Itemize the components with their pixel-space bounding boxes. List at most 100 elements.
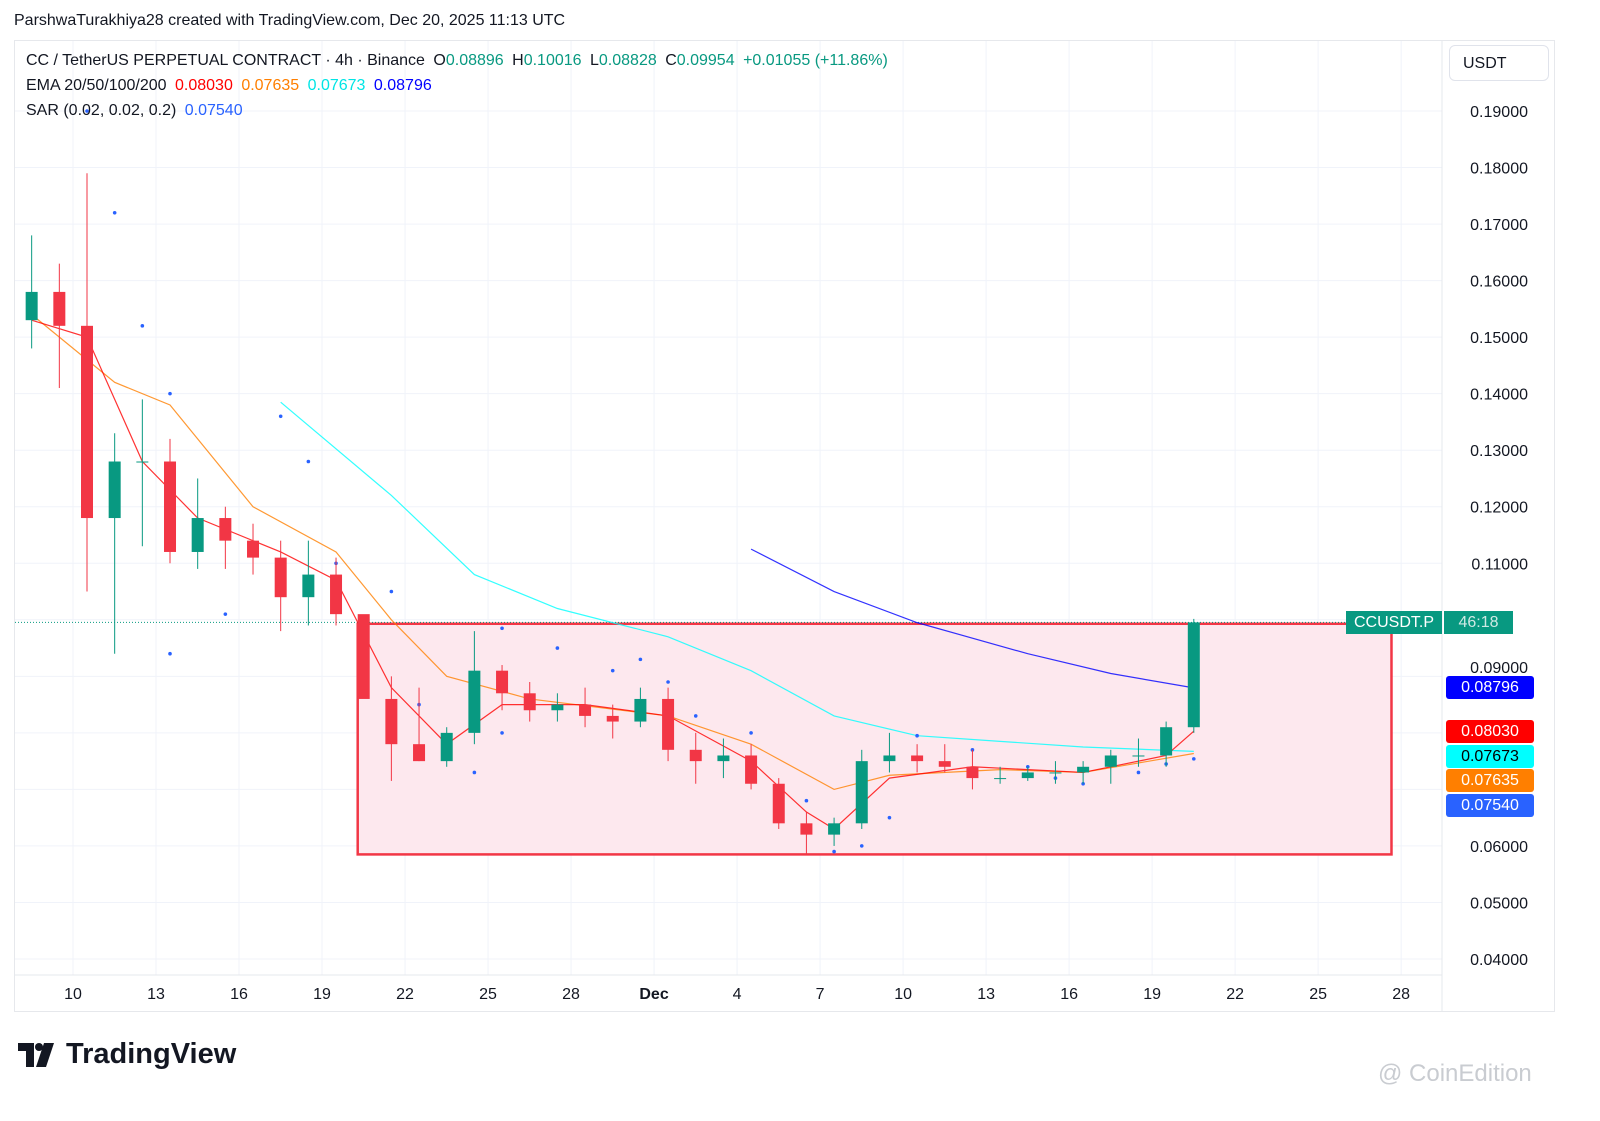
x-tick-label: 28 (562, 986, 580, 1003)
sar-dot (610, 668, 615, 673)
ema20-price-tag: 0.08030 (1446, 720, 1534, 743)
candle-body (662, 698, 675, 750)
sar-dot (832, 849, 836, 854)
symbol-name[interactable]: CC / TetherUS PERPETUAL CONTRACT · 4h · … (26, 52, 425, 69)
ema20-value: 0.08030 (175, 77, 233, 94)
y-tick-label: 0.05000 (1470, 895, 1528, 912)
sar-dot (555, 646, 560, 650)
y-tick-label: 0.17000 (1470, 217, 1528, 234)
candle-body (247, 540, 260, 558)
change-value: +0.01055 (+11.86%) (743, 52, 888, 69)
sar-dot (168, 651, 172, 656)
candle-body (1049, 772, 1062, 774)
sar-dot (749, 731, 753, 735)
x-tick-label: 13 (977, 986, 995, 1003)
candle-body (164, 461, 177, 552)
sar-dot (638, 657, 643, 662)
candle-body (800, 823, 813, 835)
ema100-line (280, 401, 1194, 752)
candle-body (1104, 755, 1117, 767)
high-value: 0.10016 (523, 52, 582, 69)
candle-body (302, 574, 315, 598)
sar-dot (278, 414, 283, 419)
candle-body (551, 704, 564, 711)
x-tick-label: 13 (147, 986, 165, 1003)
y-tick-label: 0.11000 (1471, 556, 1528, 573)
tradingview-logo[interactable]: TradingView (18, 1038, 236, 1071)
x-tick-label: 10 (64, 986, 82, 1003)
sar-dot (223, 612, 228, 616)
candle-body (468, 670, 481, 733)
candle-body (745, 755, 758, 784)
candle-body (855, 761, 868, 824)
sar-dot (306, 459, 311, 464)
sar-dot (693, 714, 698, 718)
candle-body (53, 291, 66, 326)
candle-body (634, 698, 647, 722)
symbol-tag: CCUSDT.P (1346, 611, 1442, 634)
sar-dot (915, 733, 919, 738)
watermark: @ CoinEdition (1378, 1060, 1532, 1087)
candle-body (828, 823, 841, 835)
close-label: C (665, 52, 677, 69)
ema100-price-tag: 0.07673 (1446, 745, 1534, 768)
open-label: O (433, 52, 446, 69)
candle-body (357, 614, 370, 699)
sar-dot (168, 391, 172, 396)
ema200-price-tag: 0.08796 (1446, 676, 1534, 699)
y-tick-label: 0.06000 (1470, 839, 1528, 856)
x-tick-label: 19 (313, 986, 331, 1003)
tradingview-logo-icon (18, 1042, 54, 1067)
x-tick-label: 19 (1143, 986, 1161, 1003)
x-tick-label: 22 (396, 986, 414, 1003)
sar-dot (666, 680, 670, 684)
sar-dot (804, 798, 809, 803)
candle-body (606, 715, 619, 722)
countdown-tag: 46:18 (1444, 611, 1513, 634)
rectangle-drawing (356, 622, 1393, 856)
attribution: ParshwaTurakhiya28 created with TradingV… (14, 12, 566, 29)
currency-button[interactable]: USDT (1449, 45, 1549, 81)
candle-body (1187, 622, 1200, 728)
x-tick-label: 28 (1392, 986, 1410, 1003)
candle-body (994, 778, 1007, 780)
candle-body (136, 461, 149, 463)
y-tick-label: 0.04000 (1470, 952, 1528, 969)
candle-body (413, 744, 426, 762)
open-value: 0.08896 (445, 52, 504, 69)
ema200-line (750, 548, 1194, 689)
sar-dot (859, 844, 864, 848)
sar-value: 0.07540 (184, 102, 243, 119)
sar-label: SAR (0.02, 0.02, 0.2) (26, 102, 177, 119)
y-tick-label: 0.18000 (1470, 161, 1528, 178)
ema-legend[interactable]: EMA 20/50/100/200 0.08030 0.07635 0.0767… (26, 77, 436, 95)
candle-body (219, 518, 232, 541)
candle-body (191, 518, 204, 552)
candle-body (108, 461, 121, 519)
candle-body (689, 749, 702, 762)
sar-dot (887, 815, 892, 820)
ema100-value: 0.07673 (307, 77, 366, 94)
candle-body (496, 670, 509, 694)
sar-price-tag: 0.07540 (1446, 794, 1534, 817)
x-tick-label: 25 (479, 986, 497, 1003)
close-value: 0.09954 (676, 52, 735, 69)
candle-body (385, 698, 398, 745)
sar-dot (112, 210, 117, 215)
y-tick-label: 0.14000 (1470, 387, 1528, 404)
candle-body (938, 761, 951, 767)
high-label: H (512, 52, 524, 69)
x-tick-label: Dec (639, 986, 668, 1003)
sar-dot (1136, 770, 1141, 775)
candle-body (440, 732, 453, 762)
x-tick-label: 16 (230, 986, 248, 1003)
ema50-value: 0.07635 (241, 77, 300, 94)
candle-body (1021, 772, 1034, 779)
sar-dot (472, 770, 477, 775)
sar-dot (500, 731, 504, 735)
sar-legend[interactable]: SAR (0.02, 0.02, 0.2) 0.07540 (26, 102, 247, 120)
sar-dot (85, 109, 89, 113)
candle-body (81, 325, 93, 519)
ema-label: EMA 20/50/100/200 (26, 77, 167, 94)
